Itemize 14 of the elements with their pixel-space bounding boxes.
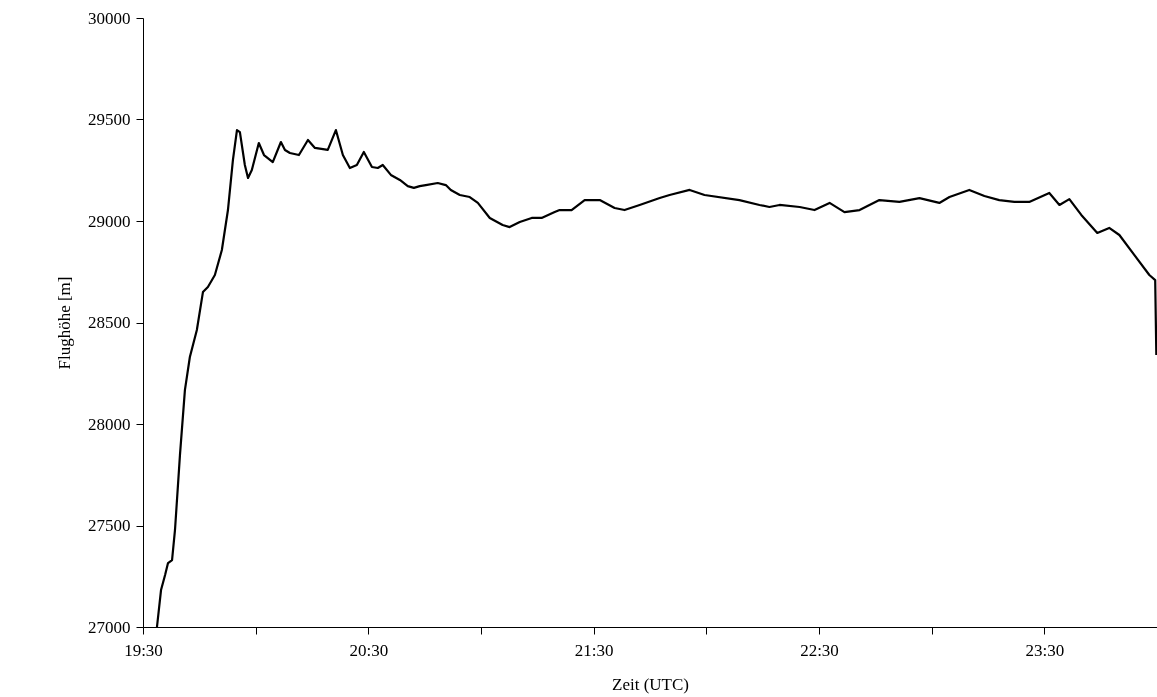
y-tick-label: 29500 <box>88 110 131 129</box>
y-tick-label: 27000 <box>88 617 131 637</box>
x-tick-label: 22:30 <box>800 640 839 660</box>
y-axis-title: Flughöhe [m] <box>55 276 74 370</box>
x-axis-title: Zeit (UTC) <box>612 674 689 694</box>
x-tick-label: 19:30 <box>124 640 163 660</box>
y-tick-label: 28000 <box>88 414 131 434</box>
x-tick-label: 20:30 <box>349 640 389 660</box>
x-tick-label: 23:30 <box>1025 640 1065 660</box>
y-tick-label: 27500 <box>88 516 131 535</box>
y-tick-label: 28500 <box>88 313 131 332</box>
x-tick-label: 21:30 <box>574 640 614 660</box>
y-tick-label: 29000 <box>88 211 131 231</box>
y-tick-label: 30000 <box>88 8 131 28</box>
